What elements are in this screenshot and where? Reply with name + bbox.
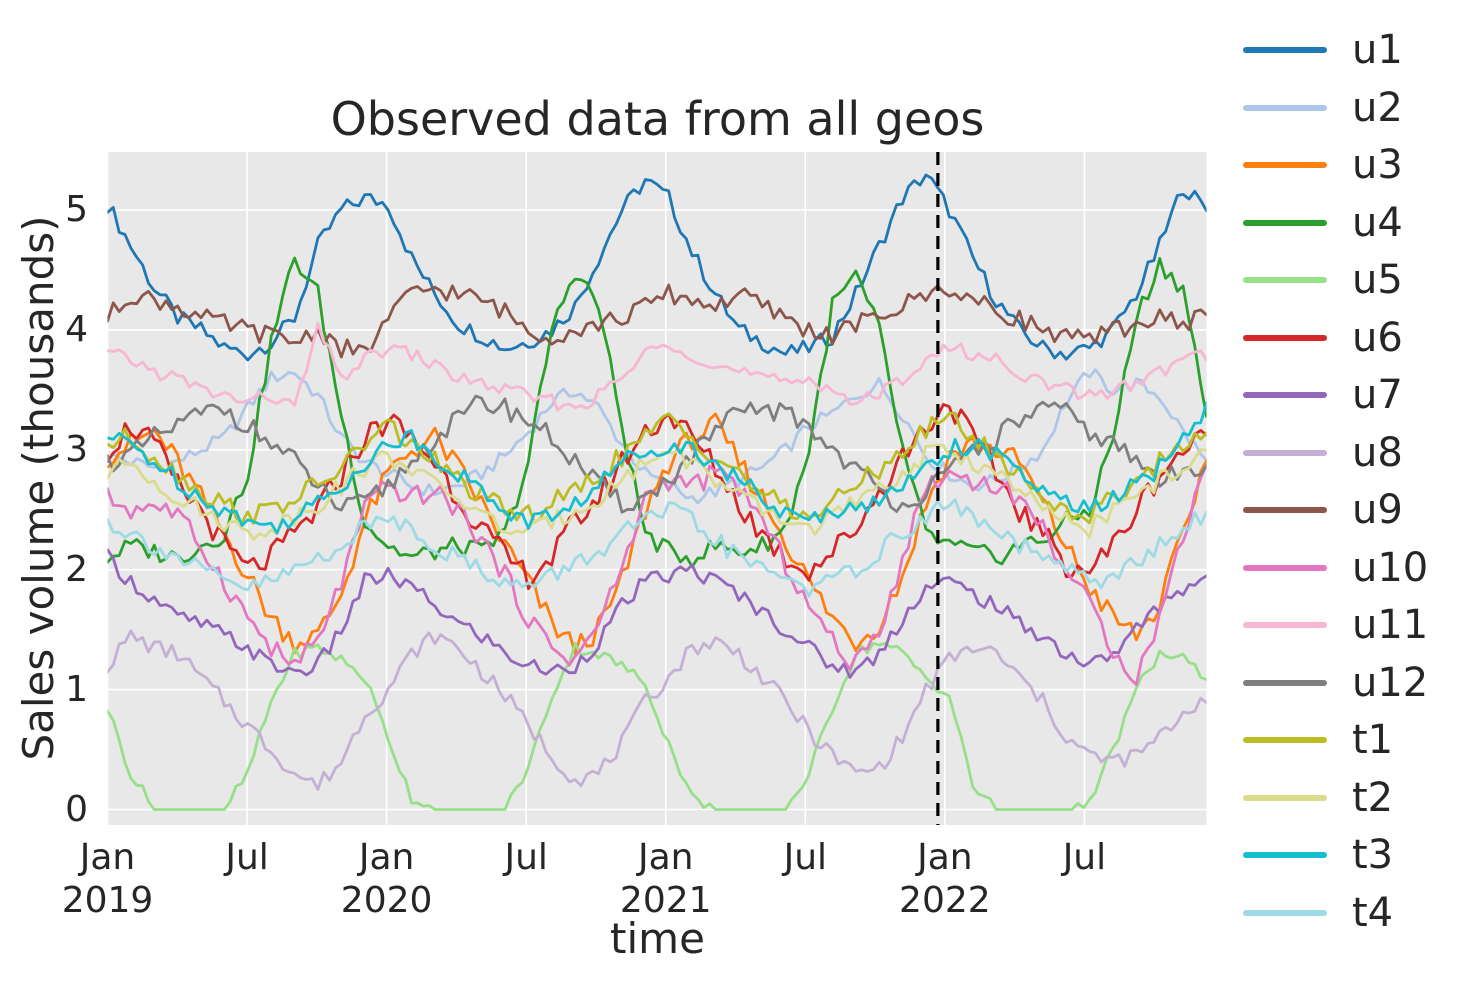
legend-line-swatch	[1243, 507, 1327, 513]
series-line-u8	[107, 629, 1207, 791]
legend-entry-u2: u2	[1243, 85, 1403, 131]
x-tick-year-label: 2021	[619, 880, 712, 921]
legend-label: u7	[1352, 372, 1403, 418]
legend-entry-u9: u9	[1243, 487, 1403, 533]
legend-entry-t4: t4	[1243, 890, 1393, 936]
legend-entry-u11: u11	[1243, 602, 1428, 648]
legend-label: t1	[1352, 717, 1394, 763]
legend-entry-u5: u5	[1243, 257, 1403, 303]
legend-entry-u6: u6	[1243, 315, 1403, 361]
legend-entry-u8: u8	[1243, 430, 1403, 476]
y-tick-label: 0	[65, 788, 88, 830]
series-line-u12	[107, 394, 1207, 514]
legend-entry-u7: u7	[1243, 372, 1403, 418]
series-line-u5	[107, 641, 1207, 811]
legend-label: u3	[1352, 142, 1403, 188]
legend-line-swatch	[1243, 47, 1327, 53]
series-line-u9	[107, 283, 1207, 359]
legend-label: u6	[1352, 314, 1403, 361]
x-tick-label: Jan	[637, 837, 694, 878]
series-line-u6	[107, 403, 1207, 591]
legend-line-swatch	[1243, 104, 1327, 111]
legend-line-swatch	[1243, 219, 1327, 226]
x-tick-label: Jan	[79, 837, 136, 878]
legend-entry-t2: t2	[1243, 775, 1393, 821]
x-tick-label: Jul	[1062, 837, 1107, 878]
series-line-u11	[107, 321, 1207, 412]
legend: u1 u2 u3 u4 u5 u6 u7 u8 u9 u10 u11 u12 t1 t2 t3 t4	[1243, 0, 1463, 985]
legend-label: t3	[1352, 832, 1394, 878]
legend-label: u11	[1352, 602, 1429, 648]
y-tick-label: 3	[65, 428, 88, 470]
legend-entry-u4: u4	[1243, 200, 1403, 246]
y-axis-label: Sales volume (thousands)	[14, 215, 63, 761]
x-axis-label: time	[610, 914, 705, 963]
legend-line-swatch	[1243, 794, 1327, 801]
x-tick-label: Jan	[358, 837, 415, 878]
series-line-u3	[107, 412, 1207, 656]
legend-line-swatch	[1243, 564, 1327, 571]
legend-label: u2	[1352, 84, 1403, 131]
legend-entry-t3: t3	[1243, 832, 1393, 878]
legend-line-swatch	[1243, 852, 1327, 858]
x-tick-label: Jul	[783, 837, 828, 878]
legend-line-swatch	[1243, 392, 1327, 398]
legend-label: t2	[1352, 774, 1394, 821]
x-tick-year-label: 2022	[899, 880, 991, 921]
series-line-t4	[107, 498, 1207, 598]
x-tick-label: Jan	[917, 837, 973, 878]
legend-label: u5	[1352, 257, 1403, 303]
legend-line-swatch	[1243, 334, 1327, 341]
legend-label: u4	[1352, 199, 1403, 246]
y-tick-label: 4	[65, 308, 88, 350]
series-line-u7	[107, 548, 1207, 679]
series-line-t2	[107, 443, 1207, 541]
series-group	[107, 173, 1207, 811]
series-line-t3	[107, 401, 1207, 535]
x-tick-label: Jul	[225, 837, 269, 878]
legend-entry-u12: u12	[1243, 660, 1428, 706]
y-tick-label: 5	[65, 189, 88, 230]
legend-label: u8	[1352, 429, 1403, 476]
legend-line-swatch	[1243, 737, 1327, 743]
legend-entry-u3: u3	[1243, 142, 1403, 188]
y-tick-label: 1	[65, 668, 88, 710]
x-tick-label: Jul	[504, 837, 548, 878]
legend-line-swatch	[1243, 449, 1327, 456]
legend-label: t4	[1352, 889, 1394, 936]
legend-entry-t1: t1	[1243, 717, 1393, 763]
x-tick-year-label: 2019	[61, 880, 154, 921]
legend-line-swatch	[1243, 909, 1327, 916]
y-tick-label: 2	[65, 548, 88, 590]
legend-line-swatch	[1243, 622, 1327, 628]
chart-title: Observed data from all geos	[330, 92, 985, 146]
legend-label: u10	[1352, 544, 1429, 591]
series-line-u1	[107, 173, 1207, 362]
legend-entry-u1: u1	[1243, 27, 1403, 73]
legend-line-swatch	[1243, 679, 1327, 686]
legend-entry-u10: u10	[1243, 545, 1428, 591]
legend-line-swatch	[1243, 162, 1327, 168]
x-tick-year-label: 2020	[340, 880, 433, 921]
legend-label: u1	[1352, 27, 1403, 73]
legend-label: u9	[1352, 487, 1403, 533]
legend-label: u12	[1352, 659, 1429, 706]
legend-line-swatch	[1243, 277, 1327, 283]
